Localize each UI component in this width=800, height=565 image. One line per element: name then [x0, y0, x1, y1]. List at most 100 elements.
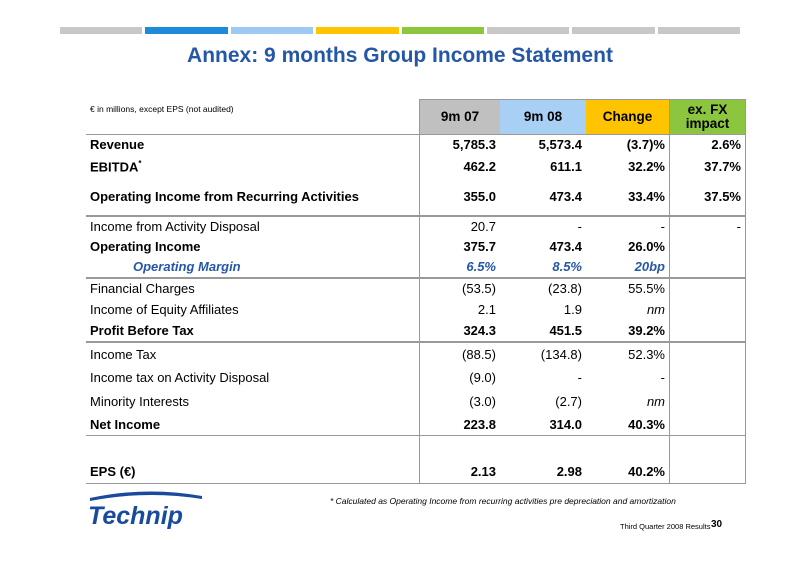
cell-9m07: (9.0)	[419, 365, 500, 390]
cell-fx	[669, 413, 746, 436]
table-row: EBITDA* 462.2 611.1 32.2% 37.7%	[86, 154, 746, 179]
cell-change: nm	[646, 394, 665, 409]
cell-fx: 2.6%	[669, 133, 746, 155]
table-row: Revenue 5,785.3 5,573.4 (3.7)% 2.6%	[86, 133, 746, 155]
cell-9m08: -	[577, 370, 582, 385]
cell-change: 33.4%	[628, 189, 665, 204]
cell-9m08: (23.8)	[500, 276, 586, 299]
spacer-cell	[86, 435, 420, 460]
cell-9m07: 2.1	[419, 298, 500, 321]
spacer-cell	[500, 435, 586, 460]
row-label: Operating Income from Recurring Activiti…	[90, 189, 359, 204]
cell-9m07: 6.5%	[419, 256, 500, 278]
cell-9m08: 8.5%	[552, 259, 582, 274]
cell-9m07: 355.0	[419, 178, 500, 216]
row-label: Income of Equity Affiliates	[90, 302, 239, 317]
cell-fx	[669, 256, 746, 278]
header-ex-fx-impact: ex. FX impact	[669, 99, 746, 134]
row-label-text: EBITDA	[90, 159, 139, 175]
cell-9m08: 314.0	[549, 416, 582, 432]
cell-9m07: 20.7	[419, 214, 500, 237]
row-label: Financial Charges	[86, 276, 420, 299]
table-row: Income from Activity Disposal 20.7 - - -	[86, 214, 746, 237]
cell-9m07: (88.5)	[419, 340, 500, 366]
color-segment	[572, 27, 655, 34]
table-row: Income tax on Activity Disposal (9.0) - …	[86, 365, 746, 390]
cell-fx: 37.7%	[669, 154, 746, 179]
cell-9m08: 451.5	[549, 323, 582, 338]
table-row: Financial Charges (53.5) (23.8) 55.5%	[86, 276, 746, 299]
cell-change: 40.3%	[628, 416, 665, 432]
technip-logo: Technip	[88, 491, 202, 530]
table-row: Operating Margin 6.5% 8.5% 20bp	[86, 256, 746, 278]
cell-9m07: 324.3	[419, 320, 500, 342]
row-label: Operating Margin	[133, 259, 241, 274]
spacer-cell	[419, 435, 500, 460]
cell-change: 40.2%	[586, 459, 670, 484]
row-label: Income tax on Activity Disposal	[90, 370, 270, 385]
table-row: Minority Interests (3.0) (2.7) nm	[86, 389, 746, 414]
table-row: Operating Income from Recurring Activiti…	[86, 178, 746, 216]
cell-9m07: (3.0)	[419, 389, 500, 414]
page-title: Annex: 9 months Group Income Statement	[187, 44, 613, 67]
spacer-cell	[669, 435, 746, 460]
cell-9m08: (134.8)	[500, 340, 586, 366]
table-header-row: € in millions, except EPS (not audited) …	[86, 99, 746, 134]
header-9m07: 9m 07	[419, 99, 500, 134]
cell-fx	[669, 459, 746, 484]
cell-fx	[669, 389, 746, 414]
table-row: Profit Before Tax 324.3 451.5 39.2%	[86, 320, 746, 342]
cell-change: (3.7)%	[586, 133, 670, 155]
cell-fx: -	[669, 214, 746, 237]
cell-fx	[669, 236, 746, 257]
cell-change: 20bp	[634, 259, 665, 274]
cell-change: 26.0%	[628, 239, 665, 254]
cell-change: -	[660, 370, 665, 385]
logo-text: Technip	[88, 502, 183, 530]
cell-9m07: 223.8	[419, 413, 500, 436]
row-label: Income Tax	[86, 340, 420, 366]
row-label: EBITDA*	[86, 155, 420, 179]
cell-fx: 37.5%	[669, 178, 746, 216]
cell-9m08: 611.1	[550, 159, 582, 174]
row-label: Revenue	[86, 133, 420, 155]
cell-fx	[669, 298, 746, 321]
color-segment	[316, 27, 399, 34]
table-row: Operating Income 375.7 473.4 26.0%	[86, 236, 746, 257]
row-label: Net Income	[90, 416, 161, 432]
cell-9m07: 2.13	[419, 459, 500, 484]
header-change: Change	[586, 99, 670, 134]
row-label: Minority Interests	[90, 394, 189, 409]
page-number: 30	[711, 519, 723, 530]
color-segment	[230, 27, 314, 34]
color-segment	[657, 27, 740, 34]
cell-change: 55.5%	[586, 276, 670, 299]
cell-9m08: -	[500, 214, 586, 237]
spacer-cell	[586, 435, 670, 460]
cell-9m08: 2.98	[500, 459, 586, 484]
cell-9m07: 462.2	[419, 154, 500, 179]
table-row: Income of Equity Affiliates 2.1 1.9 nm	[86, 298, 746, 321]
footnote: * Calculated as Operating Income from re…	[330, 496, 676, 506]
header-9m08: 9m 08	[500, 99, 586, 134]
row-label: Profit Before Tax	[90, 323, 194, 338]
color-segment	[486, 27, 570, 34]
table-row: Net Income 223.8 314.0 40.3%	[86, 413, 746, 436]
cell-change: nm	[646, 302, 665, 317]
logo-swoosh	[90, 491, 202, 501]
cell-change: -	[586, 214, 670, 237]
cell-change: 39.2%	[628, 323, 665, 338]
cell-fx	[669, 276, 746, 299]
color-segment	[401, 27, 484, 34]
cell-9m08: (2.7)	[555, 394, 582, 409]
units-cell: € in millions, except EPS (not audited)	[90, 103, 234, 114]
footer-text: Third Quarter 2008 Results	[620, 522, 711, 531]
top-color-bar	[60, 27, 740, 34]
table-row: Income Tax (88.5) (134.8) 52.3%	[86, 340, 746, 366]
row-label: Operating Income	[90, 239, 201, 254]
row-label: Income from Activity Disposal	[86, 214, 420, 237]
cell-9m08: 1.9	[563, 302, 582, 317]
cell-9m07: (53.5)	[419, 276, 500, 299]
cell-fx	[669, 320, 746, 342]
color-segment	[145, 27, 228, 34]
